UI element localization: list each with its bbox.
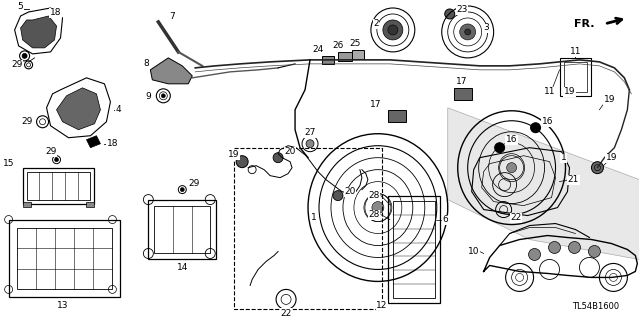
- Text: 27: 27: [305, 128, 316, 137]
- Text: 5: 5: [18, 3, 24, 11]
- Text: 1: 1: [561, 153, 566, 162]
- Bar: [563, 62, 588, 92]
- Text: 19: 19: [605, 153, 617, 162]
- Circle shape: [383, 20, 403, 40]
- Bar: [393, 201, 435, 298]
- Text: 19: 19: [564, 87, 575, 96]
- Bar: [27, 172, 90, 200]
- Text: TL54B1600: TL54B1600: [572, 302, 620, 311]
- Text: 22: 22: [510, 213, 521, 222]
- Circle shape: [568, 241, 580, 254]
- Bar: [8, 219, 120, 297]
- Text: 3: 3: [483, 23, 488, 33]
- Text: 11: 11: [570, 48, 581, 56]
- Text: 14: 14: [177, 263, 188, 272]
- Bar: [22, 168, 95, 204]
- Bar: [154, 205, 210, 254]
- Text: 28: 28: [368, 210, 380, 219]
- Bar: [454, 88, 472, 100]
- Text: 12: 12: [376, 301, 388, 310]
- Text: 22: 22: [280, 309, 292, 318]
- Circle shape: [588, 246, 600, 257]
- Bar: [388, 196, 440, 303]
- Circle shape: [445, 9, 455, 19]
- Circle shape: [54, 158, 58, 162]
- Circle shape: [507, 163, 516, 173]
- Text: 16: 16: [506, 135, 517, 144]
- Circle shape: [548, 241, 561, 254]
- Bar: [559, 58, 591, 96]
- Circle shape: [306, 140, 314, 148]
- Bar: [86, 202, 95, 207]
- Text: 20: 20: [284, 147, 296, 156]
- Text: 18: 18: [50, 9, 61, 18]
- Text: 8: 8: [143, 59, 149, 68]
- Circle shape: [161, 94, 165, 98]
- Text: 4: 4: [116, 105, 121, 114]
- Bar: [148, 200, 216, 259]
- Text: 24: 24: [312, 45, 324, 55]
- Circle shape: [460, 24, 476, 40]
- Circle shape: [180, 188, 184, 192]
- Text: 25: 25: [349, 40, 360, 48]
- Circle shape: [236, 156, 248, 168]
- Text: 19: 19: [604, 95, 615, 104]
- Polygon shape: [150, 58, 192, 84]
- Circle shape: [495, 143, 504, 153]
- Text: FR.: FR.: [574, 19, 595, 29]
- Bar: [322, 56, 334, 64]
- Circle shape: [273, 153, 283, 163]
- Polygon shape: [56, 88, 100, 130]
- Circle shape: [591, 162, 604, 174]
- Text: 17: 17: [456, 77, 467, 86]
- Text: 19: 19: [228, 150, 240, 159]
- Circle shape: [333, 191, 343, 201]
- Text: 10: 10: [468, 247, 479, 256]
- Circle shape: [372, 202, 384, 213]
- Text: 21: 21: [568, 175, 579, 184]
- Text: 11: 11: [544, 87, 556, 96]
- Polygon shape: [448, 108, 639, 259]
- Text: 20: 20: [344, 187, 356, 196]
- Text: 1: 1: [311, 213, 317, 222]
- Circle shape: [529, 249, 541, 261]
- Text: 18: 18: [107, 139, 118, 148]
- Text: 29: 29: [189, 179, 200, 188]
- Text: 15: 15: [3, 159, 14, 168]
- Text: 16: 16: [542, 117, 554, 126]
- Text: 6: 6: [443, 215, 449, 224]
- Text: 17: 17: [370, 100, 381, 109]
- Circle shape: [465, 29, 470, 35]
- Polygon shape: [86, 136, 100, 148]
- Bar: [17, 227, 113, 289]
- Bar: [388, 110, 406, 122]
- Circle shape: [22, 53, 27, 58]
- Text: 13: 13: [57, 301, 68, 310]
- Text: 23: 23: [456, 5, 467, 14]
- Circle shape: [388, 25, 398, 35]
- Bar: [22, 202, 31, 207]
- Bar: [352, 50, 364, 59]
- Text: 29: 29: [21, 117, 32, 126]
- Text: 29: 29: [11, 60, 22, 69]
- Text: 26: 26: [332, 41, 344, 50]
- Text: 2: 2: [373, 19, 379, 28]
- Bar: [338, 52, 352, 61]
- Text: 29: 29: [45, 147, 56, 156]
- Text: 9: 9: [145, 92, 151, 101]
- Polygon shape: [20, 16, 56, 48]
- Circle shape: [531, 123, 541, 133]
- Bar: [234, 148, 382, 309]
- Text: 7: 7: [170, 12, 175, 21]
- Text: 28: 28: [368, 191, 380, 200]
